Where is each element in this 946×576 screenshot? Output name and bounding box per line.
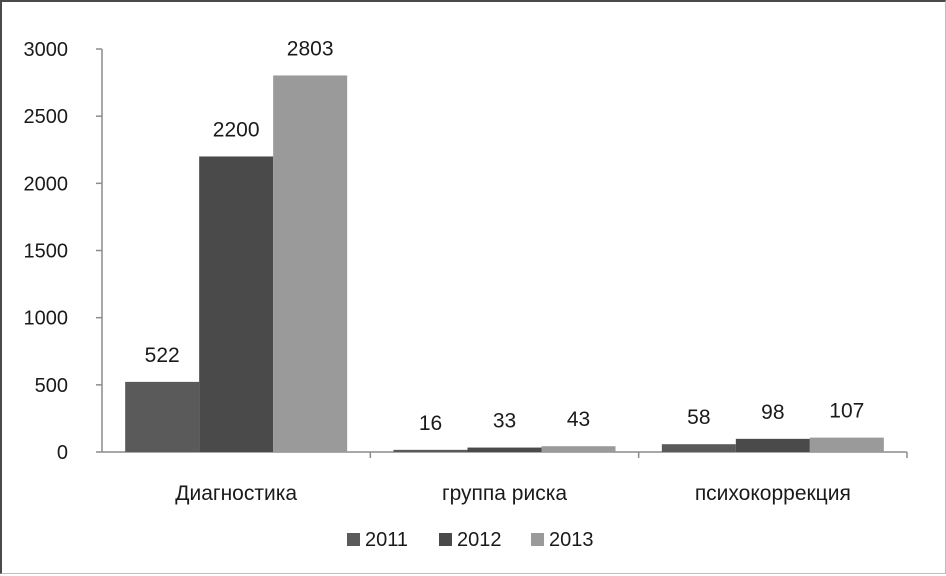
y-tick-label: 0 bbox=[57, 442, 68, 464]
data-label: 58 bbox=[687, 406, 710, 429]
data-label: 16 bbox=[419, 412, 442, 435]
y-tick-label: 2000 bbox=[24, 173, 69, 195]
x-axis: Диагностика группа риска психокоррекция bbox=[102, 451, 908, 505]
data-labels: 522 2200 2803 16 33 43 58 98 107 bbox=[145, 37, 865, 434]
bar-2011 bbox=[661, 444, 736, 452]
bars bbox=[125, 75, 884, 452]
y-tick-label: 1500 bbox=[24, 241, 69, 263]
bar-2012 bbox=[735, 438, 810, 452]
data-label: 522 bbox=[145, 344, 180, 367]
data-label: 33 bbox=[493, 410, 516, 433]
bar-2012 bbox=[199, 156, 274, 452]
bar-2011 bbox=[125, 381, 200, 452]
legend-swatch-2013 bbox=[531, 533, 544, 546]
y-tick-label: 2500 bbox=[24, 106, 69, 128]
y-tick-label: 1000 bbox=[24, 308, 69, 330]
bar-2012 bbox=[467, 447, 542, 452]
legend-swatch-2011 bbox=[347, 533, 360, 546]
data-label: 2200 bbox=[213, 118, 260, 141]
category-label: психокоррекция bbox=[695, 482, 851, 505]
data-label: 2803 bbox=[287, 37, 334, 60]
data-label: 107 bbox=[829, 400, 864, 423]
bar-2013 bbox=[273, 75, 348, 452]
data-label: 98 bbox=[761, 401, 784, 424]
y-axis: 0 500 1000 1500 2000 2500 3000 bbox=[24, 39, 103, 464]
data-label: 43 bbox=[567, 408, 590, 431]
bar-2013 bbox=[809, 437, 884, 452]
bar-2013 bbox=[541, 446, 616, 452]
category-label: Диагностика bbox=[175, 482, 297, 505]
y-tick-label: 3000 bbox=[24, 39, 69, 61]
legend: 2011 2012 2013 bbox=[347, 529, 594, 551]
legend-label: 2013 bbox=[549, 529, 594, 551]
legend-swatch-2012 bbox=[439, 533, 452, 546]
legend-label: 2012 bbox=[457, 529, 502, 551]
bar-2011 bbox=[393, 449, 468, 452]
category-label: группа риска bbox=[442, 482, 567, 505]
legend-label: 2011 bbox=[365, 529, 408, 551]
y-tick-label: 500 bbox=[35, 375, 68, 397]
